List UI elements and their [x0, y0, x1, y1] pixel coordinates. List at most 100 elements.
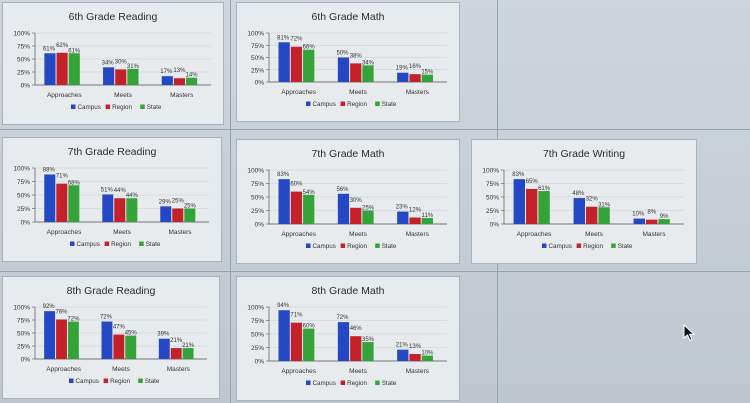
y-tick-label: 100% [247, 31, 264, 38]
bar [290, 46, 303, 82]
data-label: 45% [125, 331, 138, 337]
bar [350, 336, 362, 361]
data-label: 21% [182, 343, 195, 349]
x-category-label: Approaches [281, 231, 316, 238]
y-tick-label: 25% [251, 345, 264, 352]
data-label: 71% [56, 174, 69, 180]
chart-panel[interactable]: 7th Grade Writing 100% 75% 50% 25% 0% 83% 65% 61… [471, 139, 697, 264]
data-label: 72% [67, 317, 80, 323]
x-category-label: Masters [406, 89, 430, 96]
chart-panel[interactable]: 6th Grade Math 100% 75% 50% 25% 0% 81% 72% 66% Ap… [236, 2, 460, 122]
bar [538, 191, 550, 224]
bar [586, 206, 598, 224]
chart-panel[interactable]: 6th Grade Reading 100% 75% 50% 25% 0% 61% 62% 61… [2, 2, 224, 125]
data-label: 16% [409, 64, 422, 70]
chart-panel[interactable]: 7th Grade Reading 100% 75% 50% 25% 0% 88% 71% 68… [2, 137, 222, 262]
bar [44, 311, 56, 359]
data-label: 19% [396, 66, 409, 72]
chart-panel[interactable]: 8th Grade Math 100% 75% 50% 25% 0% 94% 71% 60% Ap… [236, 276, 460, 401]
legend-label: Campus [549, 243, 572, 250]
legend-label: Campus [77, 241, 100, 248]
bar [127, 68, 139, 85]
data-label: 44% [126, 193, 139, 199]
data-label: 38% [350, 53, 363, 59]
x-category-label: Masters [406, 368, 430, 375]
data-label: 30% [350, 198, 363, 204]
data-label: 61% [43, 46, 56, 52]
data-label: 44% [114, 188, 127, 194]
data-label: 29% [159, 199, 172, 205]
data-label: 72% [100, 315, 113, 321]
legend-label: Region [347, 101, 367, 108]
data-label: 50% [336, 51, 349, 57]
chart-svg: 7th Grade Math 100% 75% 50% 25% 0% 83%60%54% Ap… [247, 148, 447, 250]
x-category-label: Meets [114, 92, 132, 99]
y-tick-label: 25% [251, 208, 264, 215]
data-label: 31% [127, 64, 140, 70]
y-tick-label: 25% [251, 67, 264, 74]
x-category-label: Masters [168, 229, 192, 236]
bar [350, 207, 362, 224]
bar [290, 191, 303, 224]
legend-swatch [71, 104, 76, 109]
legend-label: State [146, 241, 161, 248]
x-category-label: Approaches [47, 229, 82, 236]
x-category-label: Meets [112, 366, 130, 373]
y-tick-label: 50% [17, 193, 30, 200]
bar [170, 348, 182, 359]
y-tick-label: 0% [255, 222, 265, 229]
y-tick-label: 75% [251, 318, 264, 325]
data-label: 60% [290, 182, 303, 188]
chart-title: 6th Grade Math [312, 11, 385, 23]
bar [303, 49, 315, 82]
data-label: 47% [113, 325, 126, 331]
data-label: 23% [396, 205, 409, 211]
y-tick-label: 50% [486, 195, 499, 202]
y-tick-label: 100% [13, 166, 30, 173]
legend-label: Region [111, 241, 131, 248]
legend-swatch [139, 241, 144, 246]
data-label: 10% [421, 351, 434, 357]
data-label: 94% [277, 303, 290, 309]
legend-swatch [542, 243, 547, 248]
legend-swatch [306, 243, 311, 248]
data-label: 34% [362, 60, 375, 66]
legend-swatch [69, 378, 74, 383]
data-label: 83% [277, 172, 290, 178]
y-tick-label: 0% [21, 220, 31, 227]
bar [184, 208, 196, 222]
chart-panel[interactable]: 7th Grade Math 100% 75% 50% 25% 0% 83% 60% 54% Ap… [236, 139, 460, 264]
bar [362, 65, 374, 82]
bar [44, 53, 56, 85]
data-label: 76% [56, 309, 69, 315]
data-label: 25% [362, 206, 375, 212]
bar [303, 328, 315, 361]
bar [68, 53, 80, 85]
bar [397, 211, 409, 224]
bar [44, 174, 56, 222]
legend-label: Campus [313, 101, 336, 108]
data-label: 14% [186, 73, 199, 79]
x-category-label: Approaches [517, 231, 552, 238]
x-category-label: Meets [585, 231, 603, 238]
bar [103, 67, 115, 85]
data-label: 34% [102, 60, 115, 66]
legend-swatch [375, 380, 380, 385]
legend-swatch [140, 104, 145, 109]
chart-svg: 7th Grade Writing 100% 75% 50% 25% 0% 83%65%61… [482, 148, 684, 250]
chart-panel[interactable]: 8th Grade Reading 100% 75% 50% 25% 0% 92% 76% 72… [2, 276, 220, 399]
bar [102, 194, 114, 222]
chart-svg: 8th Grade Reading 100% 75% 50% 25% 0% 92%76% 72… [13, 285, 207, 385]
chart-title: 7th Grade Writing [543, 148, 625, 160]
bar [526, 188, 538, 224]
data-label: 31% [598, 202, 611, 208]
legend-label: State [382, 380, 397, 387]
bar [350, 63, 362, 82]
data-label: 60% [303, 324, 316, 330]
legend-swatch [105, 104, 111, 109]
x-category-label: Masters [406, 231, 430, 238]
bar [409, 353, 421, 361]
bar [633, 218, 645, 224]
legend-swatch [306, 101, 311, 106]
chart-title: 6th Grade Reading [69, 11, 158, 23]
